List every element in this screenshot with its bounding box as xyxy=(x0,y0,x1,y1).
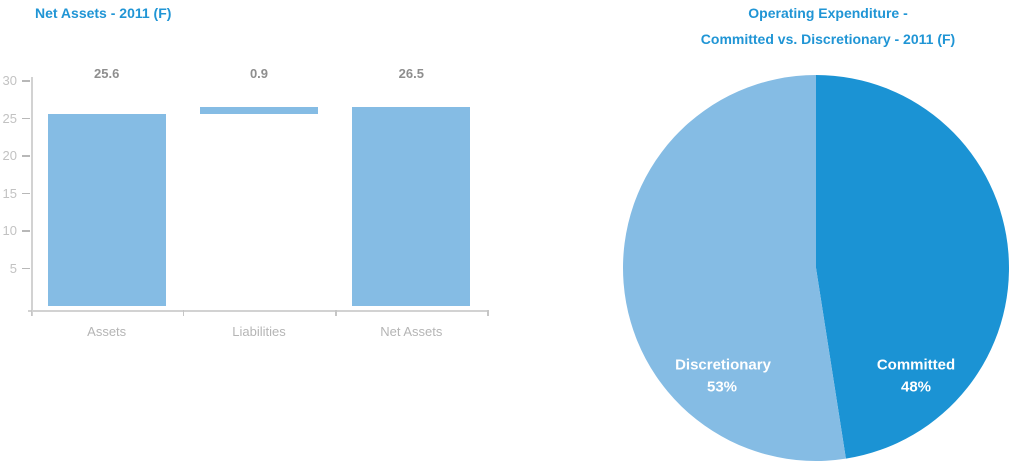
y-axis-tick-10 xyxy=(22,230,30,232)
y-axis-tick-label-10: 10 xyxy=(2,223,17,238)
x-axis-category-tick-3 xyxy=(487,310,489,316)
pie-slice-label-discretionary: Discretionary xyxy=(675,356,771,374)
bar-liabilities[interactable] xyxy=(199,107,318,114)
x-axis-category-tick-0 xyxy=(30,310,32,316)
x-axis-category-label-net-assets: Net Assets xyxy=(380,324,443,339)
y-axis-tick-30 xyxy=(22,80,30,82)
y-axis-tick-label-15: 15 xyxy=(2,185,17,201)
y-axis-line xyxy=(31,77,33,316)
y-axis-tick-5 xyxy=(22,267,30,270)
x-axis-category-tick-2 xyxy=(335,310,337,316)
bar-value-label-assets: 25.6 xyxy=(94,66,120,81)
pie-chart-title-line2: Committed vs. Discretionary - 2011 (F) xyxy=(700,31,956,47)
x-axis-category-tick-1 xyxy=(182,310,185,316)
pie-slice-pct-committed: 48% xyxy=(900,378,932,396)
bar-value-label-net-assets: 26.5 xyxy=(398,66,424,81)
x-axis-line xyxy=(28,310,489,312)
pie-slice-committed[interactable] xyxy=(816,75,1009,459)
x-axis-category-label-assets: Assets xyxy=(87,324,127,339)
operating-expenditure-pie-panel: Operating Expenditure - Committed vs. Di… xyxy=(560,0,1016,468)
y-axis-tick-label-20: 20 xyxy=(2,148,17,163)
bar-chart-title: Net Assets - 2011 (F) xyxy=(35,5,172,21)
pie-chart xyxy=(623,75,1009,461)
net-assets-bar-chart-panel: Net Assets - 2011 (F) 5 10 15 20 25 30 25.6 Ass… xyxy=(2,5,489,339)
x-axis-category-label-liabilities: Liabilities xyxy=(232,324,286,339)
y-axis-tick-15 xyxy=(22,192,30,195)
pie-slice-label-committed: Committed xyxy=(876,356,956,374)
y-axis-tick-20 xyxy=(22,155,30,157)
y-axis-tick-label-30: 30 xyxy=(2,73,17,88)
y-axis-tick-label-25: 25 xyxy=(2,110,17,126)
pie-chart-title-line1: Operating Expenditure - xyxy=(748,5,908,21)
bar-net-assets[interactable] xyxy=(352,107,471,306)
y-axis-tick-25 xyxy=(22,117,30,120)
pie-slice-pct-discretionary: 53% xyxy=(706,378,738,396)
y-axis-tick-label-5: 5 xyxy=(9,260,17,276)
bar-assets[interactable] xyxy=(47,114,166,306)
pie-slice-discretionary[interactable] xyxy=(623,75,846,461)
bar-value-label-liabilities: 0.9 xyxy=(249,66,269,81)
